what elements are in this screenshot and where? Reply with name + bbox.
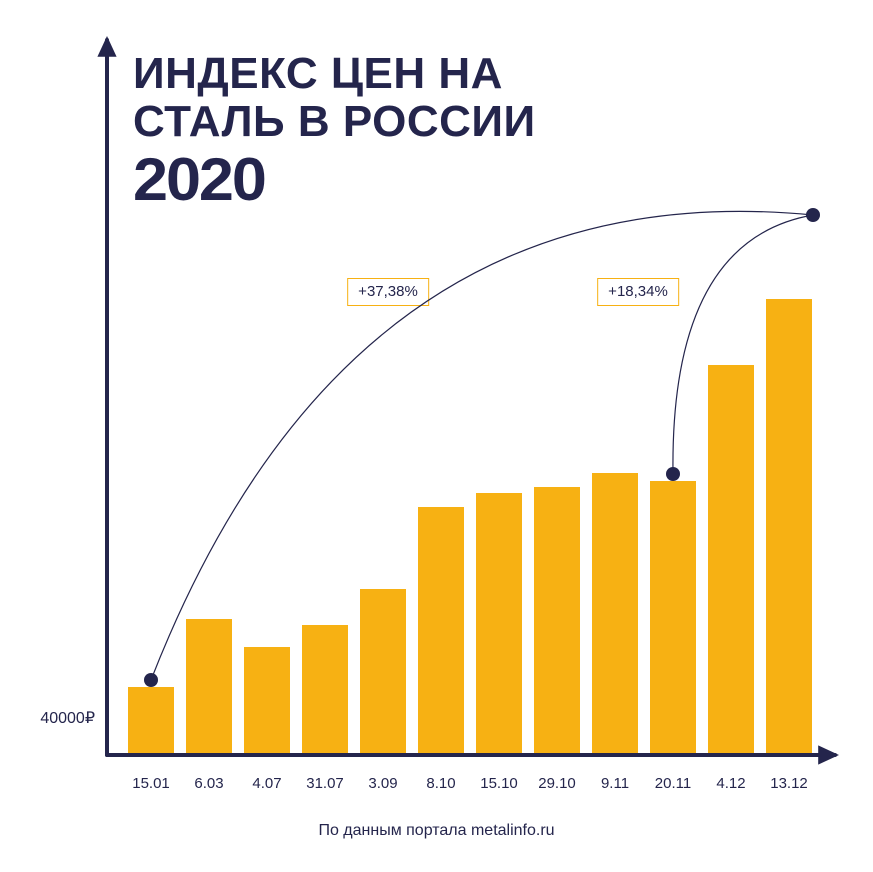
bar <box>128 687 174 755</box>
bar <box>360 589 406 755</box>
bar <box>302 625 348 755</box>
bars-group <box>128 299 812 755</box>
bar <box>476 493 522 755</box>
annotation-dot <box>144 673 158 687</box>
bar <box>534 487 580 755</box>
bar <box>766 299 812 755</box>
bar <box>418 507 464 755</box>
bar <box>186 619 232 755</box>
bar <box>650 481 696 755</box>
bar <box>592 473 638 755</box>
annotation-dot <box>806 208 820 222</box>
bar <box>244 647 290 755</box>
y-axis-arrow-icon <box>97 36 116 57</box>
chart-svg <box>0 0 873 872</box>
annotation-dot <box>666 467 680 481</box>
bar <box>708 365 754 755</box>
x-axis-arrow-icon <box>818 745 839 764</box>
